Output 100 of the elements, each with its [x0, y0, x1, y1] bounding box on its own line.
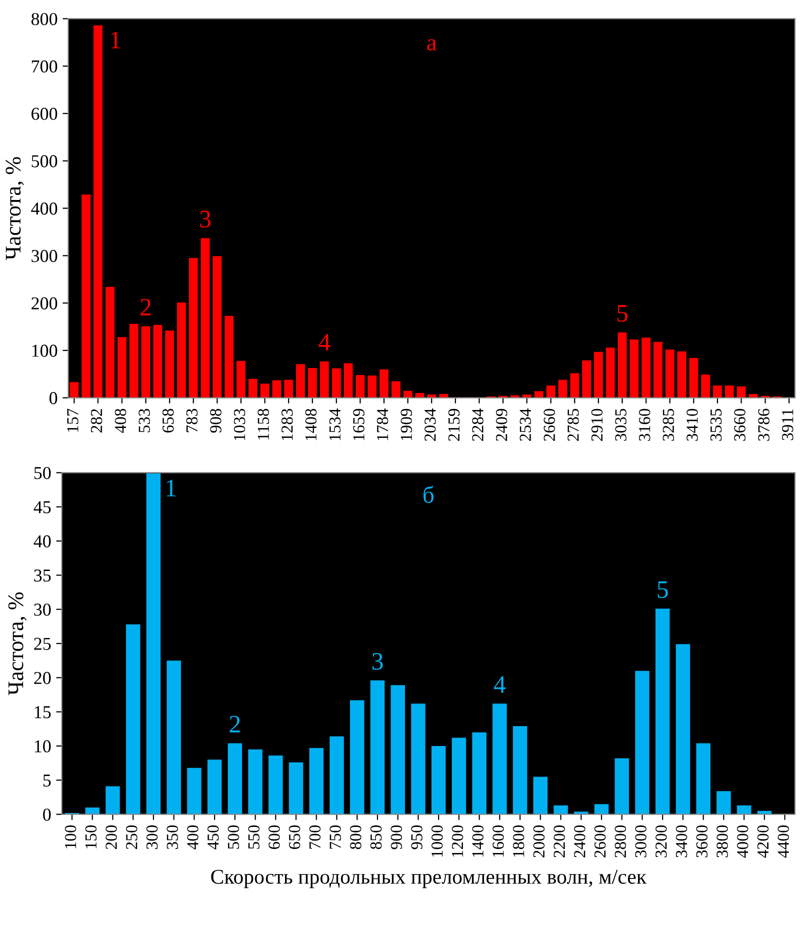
x-tick-label: 2400 — [574, 825, 586, 858]
x-tick-label: 3786 — [758, 408, 770, 441]
x-tick-label: 700 — [309, 825, 321, 849]
y-tick-label: 15 — [34, 706, 51, 718]
x-tick-label: 1408 — [305, 408, 317, 440]
x-tick-label: 4200 — [757, 825, 769, 858]
y-tick-label: 20 — [34, 672, 51, 684]
x-tick-label: 1000 — [432, 825, 443, 857]
annotation: 5 — [658, 581, 668, 598]
y-tick-label: 700 — [32, 60, 58, 73]
y-tick-label: 500 — [32, 155, 58, 168]
x-tick-label: 200 — [106, 825, 117, 850]
x-tick-label: 550 — [248, 825, 260, 849]
y-tick-label: 300 — [32, 250, 58, 262]
annotation: 3 — [200, 210, 211, 228]
text: а — [427, 39, 437, 50]
x-tick-label: 3160 — [638, 408, 650, 441]
chart-title: б — [424, 486, 434, 503]
x-tick-label: 950 — [411, 825, 422, 850]
x-tick-label: 3660 — [734, 408, 746, 441]
x-tick-label: 850 — [370, 825, 382, 850]
x-tick-label: 250 — [126, 825, 138, 850]
x-tick-label: 150 — [85, 825, 97, 848]
x-tick-label: 2660 — [544, 408, 555, 441]
y-tick-label: 0 — [43, 808, 51, 821]
x-tick-label: 1600 — [492, 825, 504, 857]
x-tick-label: 3800 — [716, 825, 728, 858]
x-tick-label: 3035 — [615, 408, 626, 441]
x-tick-label: 2200 — [554, 825, 565, 858]
annotation: 4 — [318, 334, 330, 350]
x-tick-label: 2600 — [594, 825, 606, 858]
y-tick-label: 800 — [31, 12, 58, 26]
y-tick-label: 30 — [34, 604, 51, 616]
y-tick-label: 600 — [32, 108, 58, 120]
x-tick-label: 3285 — [662, 408, 674, 441]
x-tick-label: 157 — [67, 408, 78, 432]
annotation: 1 — [111, 32, 120, 48]
x-tick-label: 908 — [210, 408, 222, 433]
x-tick-label: 2800 — [614, 825, 626, 858]
y-tick-label: 45 — [34, 501, 51, 514]
x-tick-label: 3535 — [710, 408, 722, 441]
y-tick-label: 400 — [31, 202, 58, 215]
y-axis-title: Частота, % — [8, 592, 26, 696]
x-tick-label: 3911 — [782, 409, 794, 440]
annotation: 3 — [372, 652, 383, 670]
x-tick-label: 533 — [138, 408, 150, 432]
annotation: 4 — [494, 676, 506, 693]
x-tick-label: 282 — [90, 409, 102, 432]
x-tick-label: 2034 — [424, 408, 436, 441]
y-tick-label: 50 — [34, 466, 51, 480]
x-tick-label: 408 — [114, 408, 126, 433]
x-tick-label: 1800 — [512, 825, 524, 857]
x-tick-label: 2785 — [568, 408, 579, 441]
x-tick-label: 1200 — [452, 825, 464, 857]
y-tick-label: 200 — [32, 297, 58, 310]
x-tick-label: 3200 — [656, 825, 667, 858]
x-tick-label: 1400 — [472, 825, 484, 857]
x-tick-label: 3410 — [686, 408, 698, 441]
x-tick-label: 650 — [288, 825, 300, 850]
y-tick-label: 40 — [34, 535, 51, 548]
x-tick-label: 900 — [390, 825, 402, 850]
y-tick-label: 35 — [34, 569, 51, 582]
y-tick-label: 100 — [32, 344, 58, 357]
y-tick-label: 5 — [43, 774, 51, 787]
annotation: 5 — [617, 305, 628, 322]
x-tick-label: 2000 — [533, 825, 545, 858]
x-tick-label: 750 — [330, 825, 341, 849]
x-tick-label: 1784 — [376, 408, 388, 440]
x-tick-label: 2910 — [591, 408, 603, 441]
x-tick-label: 600 — [268, 825, 280, 850]
x-tick-label: 500 — [228, 825, 240, 849]
x-tick-label: 350 — [166, 825, 178, 849]
x-tick-label: 1158 — [258, 408, 269, 440]
x-tick-label: 3000 — [635, 825, 646, 858]
y-axis-title: Частота, % — [6, 157, 24, 260]
x-tick-label: 100 — [64, 825, 76, 848]
x-tick-label: 3600 — [696, 825, 708, 858]
x-tick-label: 4000 — [736, 825, 748, 858]
x-tick-label: 300 — [146, 825, 158, 849]
x-axis-title: Скорость продольных преломленных волн, м/сек — [211, 870, 647, 888]
x-tick-label: 2409 — [496, 408, 508, 441]
x-tick-label: 800 — [350, 825, 362, 850]
x-tick-label: 4400 — [778, 825, 789, 858]
annotation: 2 — [230, 716, 240, 732]
annotation: 2 — [140, 298, 151, 316]
x-tick-label: 783 — [186, 408, 198, 432]
x-tick-label: 1033 — [234, 408, 246, 440]
x-tick-label: 658 — [162, 408, 174, 432]
x-tick-label: 1283 — [282, 408, 293, 440]
x-tick-label: 3400 — [676, 825, 688, 858]
x-tick-label: 450 — [207, 825, 219, 850]
y-tick-label: 0 — [50, 392, 58, 404]
x-tick-label: 2534 — [520, 408, 532, 441]
annotation: 1 — [166, 480, 176, 496]
y-tick-label: 25 — [34, 638, 51, 650]
x-tick-label: 400 — [187, 825, 198, 850]
x-tick-label: 2284 — [472, 408, 484, 441]
y-tick-label: 10 — [34, 740, 51, 752]
x-tick-label: 2159 — [448, 408, 460, 441]
x-tick-label: 1909 — [400, 408, 412, 440]
